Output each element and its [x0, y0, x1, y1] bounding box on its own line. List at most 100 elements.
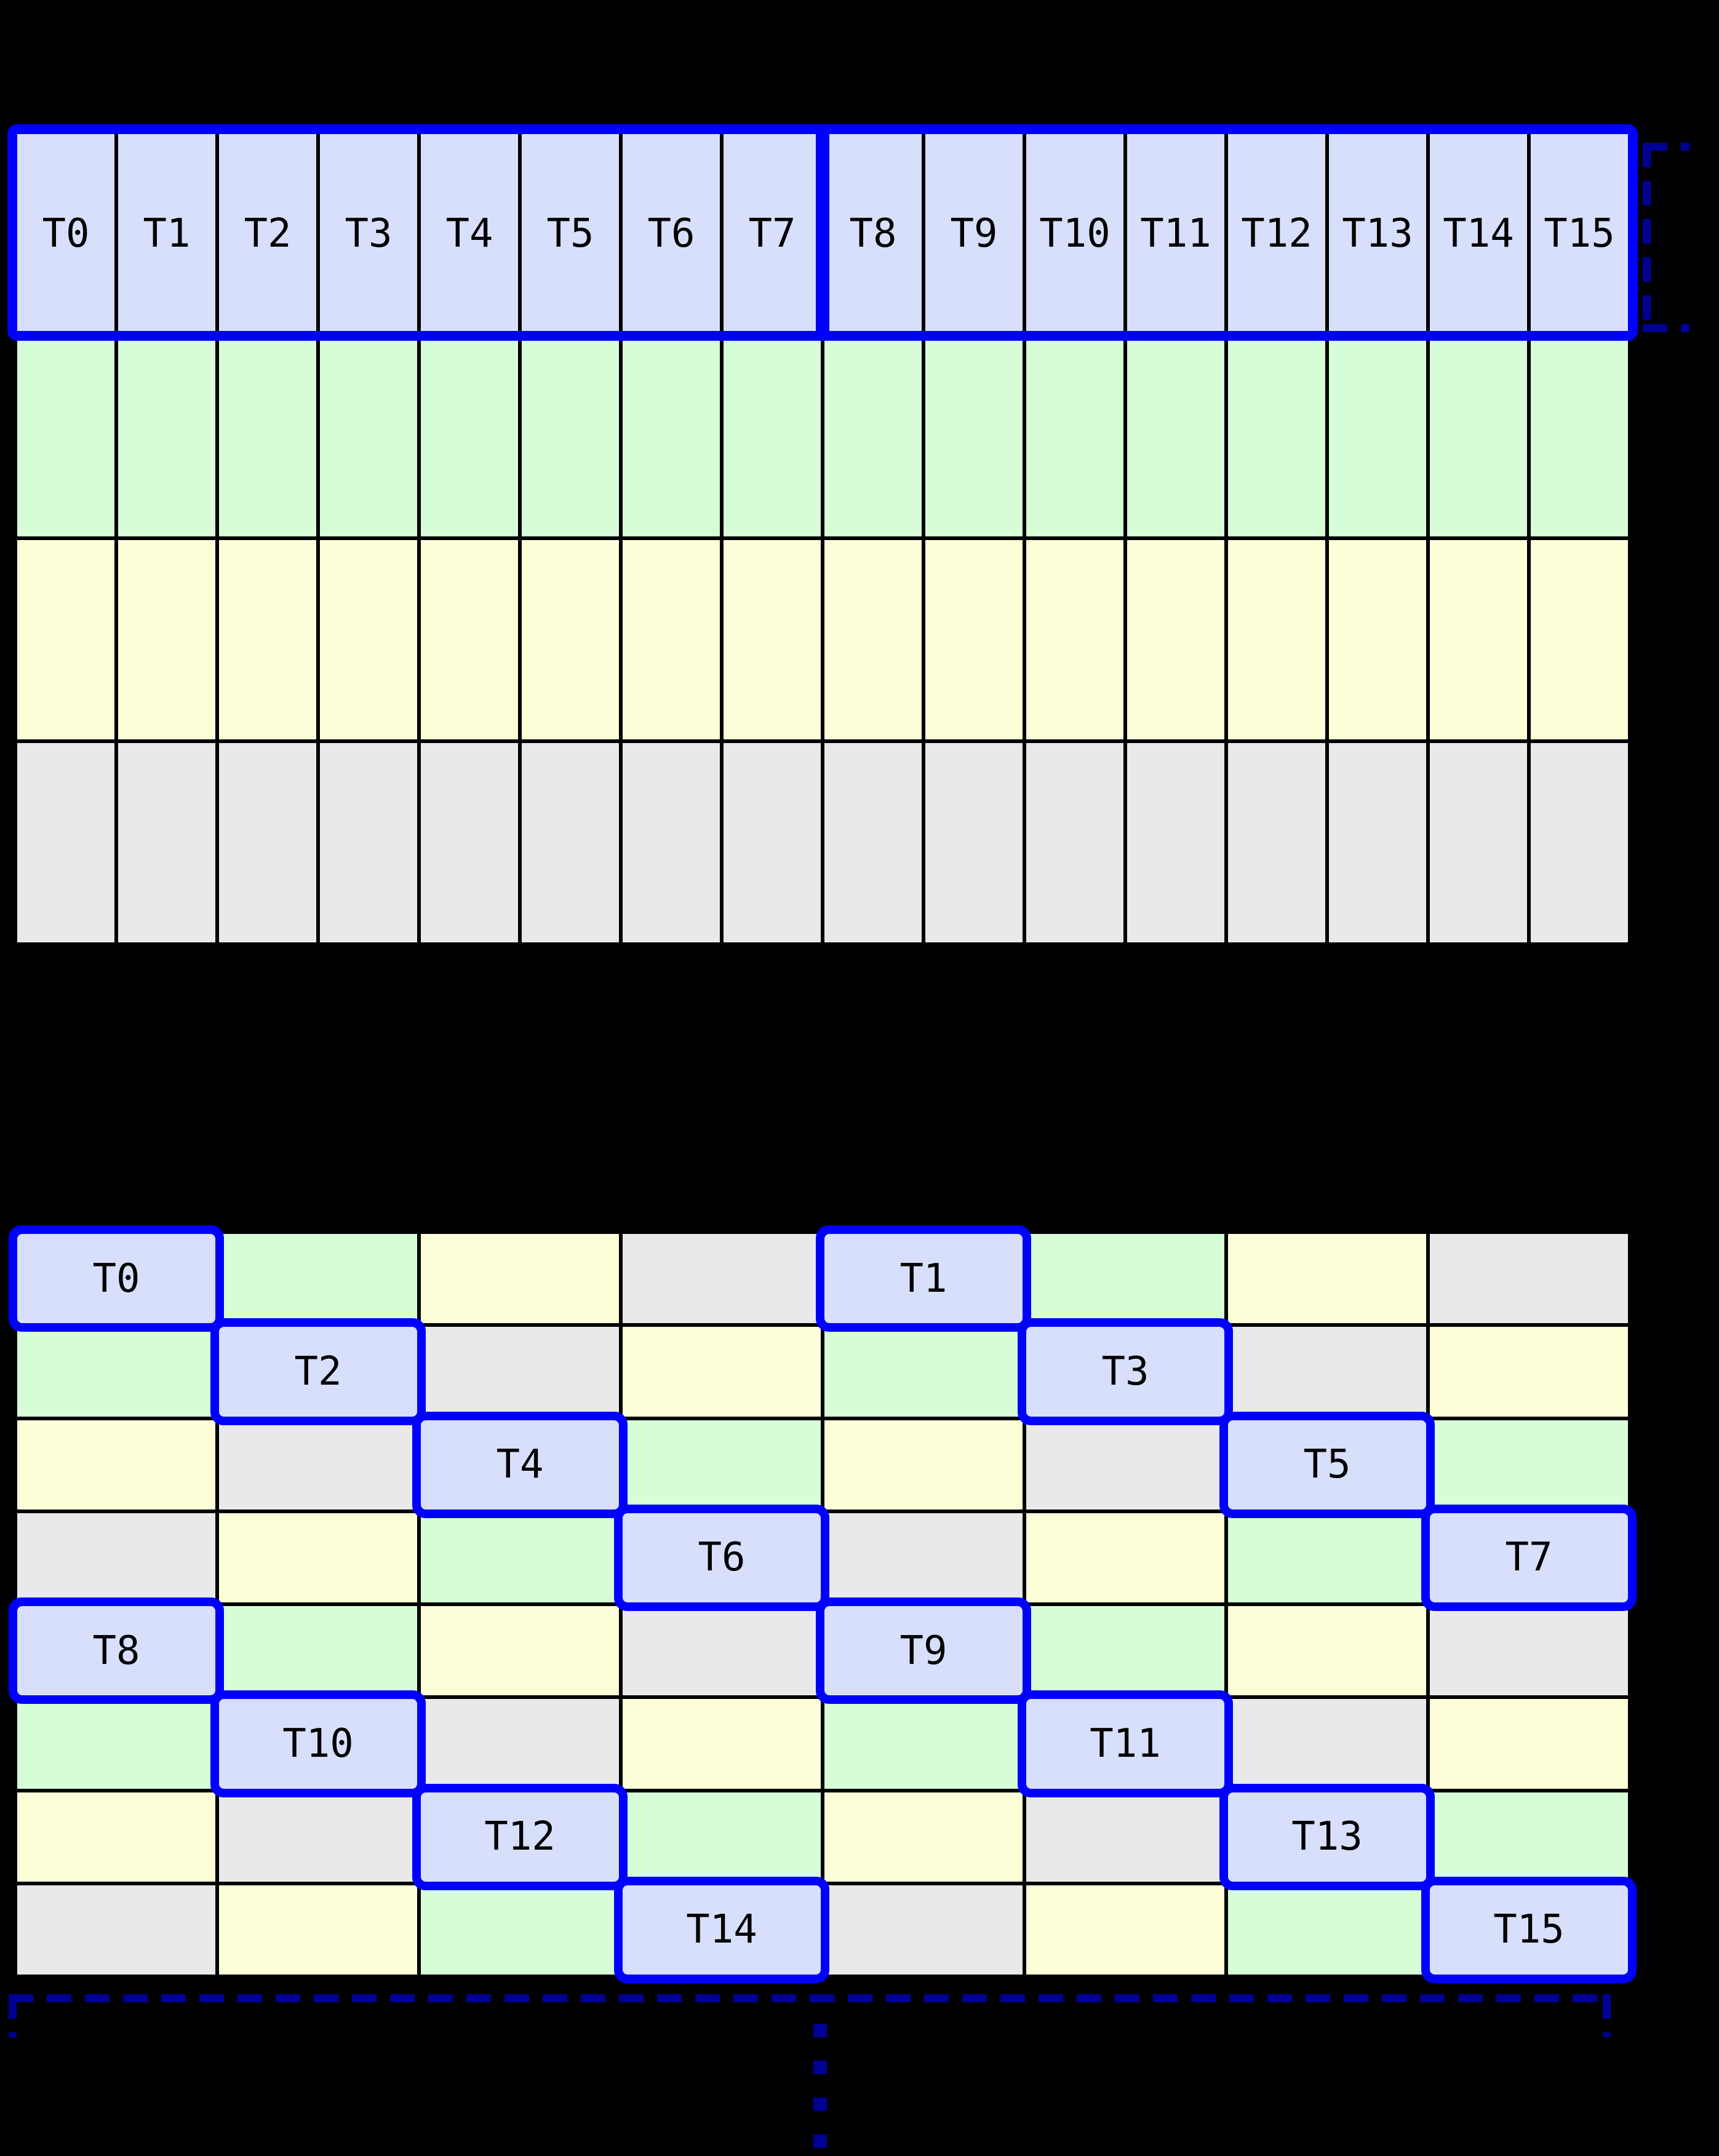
cell-r5c2 — [421, 1699, 619, 1789]
cell-t3: T3 — [1026, 1327, 1224, 1417]
cell-r4c2 — [421, 1606, 619, 1696]
cell-t2: T2 — [219, 134, 316, 333]
cell-t0: T0 — [17, 134, 114, 333]
cell-r1c6 — [623, 337, 720, 536]
cell-r1c5 — [522, 337, 619, 536]
cell-r7c4 — [824, 1885, 1023, 1975]
cell-r3c3 — [320, 743, 417, 942]
cell-r2c10 — [1026, 540, 1123, 739]
cell-r6c4 — [824, 1792, 1023, 1882]
cell-r3c15 — [1531, 743, 1628, 942]
cell-r5c4 — [824, 1699, 1023, 1789]
cell-r1c2 — [219, 337, 316, 536]
cell-t13: T13 — [1228, 1792, 1426, 1882]
cell-r1c0 — [17, 1327, 215, 1417]
cell-r1c4 — [421, 337, 518, 536]
cell-r2c6 — [623, 540, 720, 739]
cell-t14: T14 — [623, 1885, 821, 1975]
first-row-bracket-top-arm — [1643, 143, 1689, 151]
cell-r7c5 — [1026, 1885, 1224, 1975]
cell-t1: T1 — [118, 134, 215, 333]
cell-r1c9 — [925, 337, 1023, 536]
cell-r3c6 — [623, 743, 720, 942]
cell-r2c4 — [421, 540, 518, 739]
cell-r1c7 — [724, 337, 821, 536]
cell-r2c1 — [219, 1420, 417, 1510]
cell-r6c5 — [1026, 1792, 1224, 1882]
cell-r1c4 — [824, 1327, 1023, 1417]
cell-r2c8 — [824, 540, 922, 739]
cell-r5c3 — [623, 1699, 821, 1789]
cell-r3c8 — [824, 743, 922, 942]
cell-r6c0 — [17, 1792, 215, 1882]
cell-t15: T15 — [1430, 1885, 1628, 1975]
cell-t0: T0 — [17, 1234, 215, 1324]
cell-t5: T5 — [1228, 1420, 1426, 1510]
cell-r3c10 — [1026, 743, 1123, 942]
cell-t14: T14 — [1430, 134, 1527, 333]
cell-t5: T5 — [522, 134, 619, 333]
cell-r4c3 — [623, 1606, 821, 1696]
cell-r1c11 — [1127, 337, 1224, 536]
cell-t3: T3 — [320, 134, 417, 333]
cell-r3c12 — [1228, 743, 1325, 942]
cell-r6c7 — [1430, 1792, 1628, 1882]
cell-r5c0 — [17, 1699, 215, 1789]
cell-r3c5 — [522, 743, 619, 942]
cell-r2c7 — [724, 540, 821, 739]
cell-t9: T9 — [824, 1606, 1023, 1696]
cell-r5c6 — [1228, 1699, 1426, 1789]
cell-r2c4 — [824, 1420, 1023, 1510]
cell-r3c5 — [1026, 1513, 1224, 1602]
cell-r1c15 — [1531, 337, 1628, 536]
ellipsis-dot — [813, 2024, 827, 2037]
cell-t11: T11 — [1127, 134, 1224, 333]
cell-r4c1 — [219, 1606, 417, 1696]
cell-r3c2 — [219, 743, 316, 942]
cell-r1c14 — [1430, 337, 1527, 536]
cell-t10: T10 — [1026, 134, 1123, 333]
cell-t1: T1 — [824, 1234, 1023, 1324]
cell-t8: T8 — [17, 1606, 215, 1696]
cell-r3c4 — [824, 1513, 1023, 1602]
cell-r1c3 — [623, 1327, 821, 1417]
cell-r2c15 — [1531, 540, 1628, 739]
cell-r2c1 — [118, 540, 215, 739]
cell-r3c7 — [724, 743, 821, 942]
continuation-ellipsis — [813, 2024, 827, 2148]
cell-t6: T6 — [623, 134, 720, 333]
cell-r3c6 — [1228, 1513, 1426, 1602]
cell-t13: T13 — [1329, 134, 1426, 333]
cell-r2c3 — [320, 540, 417, 739]
swizzled-thread-grid: T0 T1 T2 T3 T4 T5 T6 T7 T8 T9 T10 T11 T12 T13 T14 T15 — [14, 1230, 1632, 1978]
cell-r7c1 — [219, 1885, 417, 1975]
cell-r1c10 — [1026, 337, 1123, 536]
ellipsis-dot — [813, 2061, 827, 2074]
cell-r0c5 — [1026, 1234, 1224, 1324]
cell-t2: T2 — [219, 1327, 417, 1417]
cell-r4c7 — [1430, 1606, 1628, 1696]
cell-r1c8 — [824, 337, 922, 536]
cell-r5c7 — [1430, 1699, 1628, 1789]
cell-r2c5 — [522, 540, 619, 739]
cell-r2c13 — [1329, 540, 1426, 739]
cell-t10: T10 — [219, 1699, 417, 1789]
cell-t9: T9 — [925, 134, 1023, 333]
ellipsis-dot — [813, 2134, 827, 2148]
cell-t11: T11 — [1026, 1699, 1224, 1789]
cell-t4: T4 — [421, 134, 518, 333]
cell-r3c0 — [17, 743, 114, 942]
cell-t12: T12 — [421, 1792, 619, 1882]
cell-r1c3 — [320, 337, 417, 536]
cell-r7c0 — [17, 1885, 215, 1975]
cell-r2c7 — [1430, 1420, 1628, 1510]
cell-t7: T7 — [1430, 1513, 1628, 1602]
linear-thread-row-grid: T0 T1 T2 T3 T4 T5 T6 T7 T8 T9 T10 T11 T12 T13 T14 T15 — [7, 124, 1638, 946]
cell-r1c13 — [1329, 337, 1426, 536]
cell-r1c0 — [17, 337, 114, 536]
cell-t4: T4 — [421, 1420, 619, 1510]
cell-r2c5 — [1026, 1420, 1224, 1510]
cell-r1c6 — [1228, 1327, 1426, 1417]
cell-t12: T12 — [1228, 134, 1325, 333]
cell-t6: T6 — [623, 1513, 821, 1602]
